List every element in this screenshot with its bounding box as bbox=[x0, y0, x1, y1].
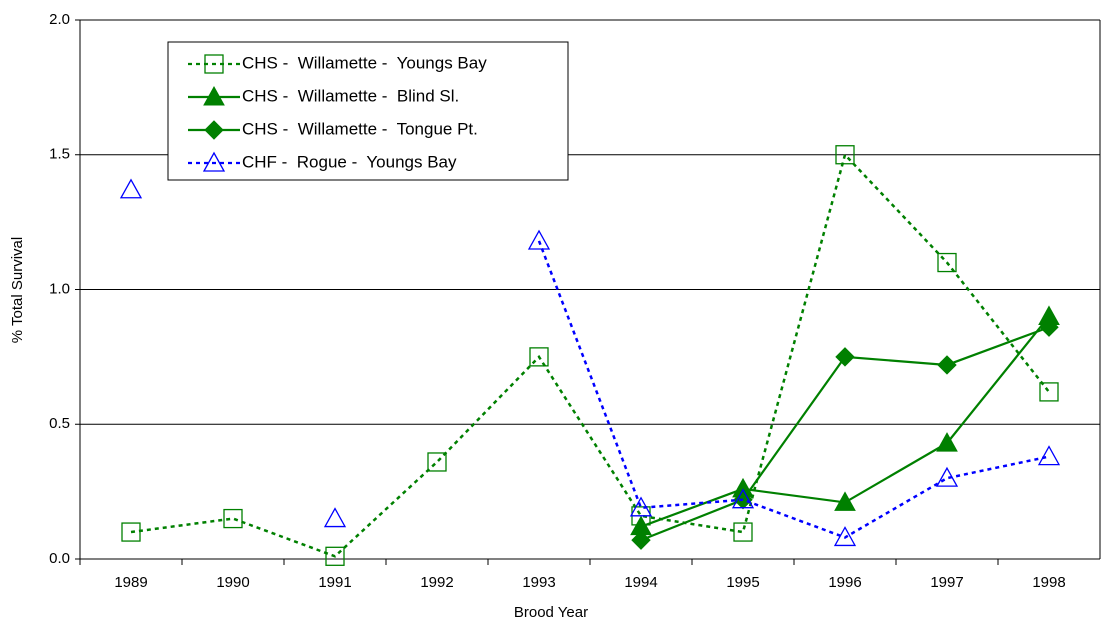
x-tick-label: 1992 bbox=[420, 574, 453, 591]
y-tick-label: 1.0 bbox=[49, 280, 70, 297]
y-axis-label: % Total Survival bbox=[9, 237, 26, 343]
x-tick-label: 1997 bbox=[930, 574, 963, 591]
point bbox=[529, 347, 549, 367]
point bbox=[629, 496, 653, 517]
point bbox=[119, 178, 143, 199]
legend-marker bbox=[203, 85, 225, 106]
x-tick-label: 1995 bbox=[726, 574, 759, 591]
x-tick-label: 1989 bbox=[114, 574, 147, 591]
point bbox=[935, 466, 959, 487]
series bbox=[631, 317, 1059, 550]
x-tick-label: 1994 bbox=[624, 574, 657, 591]
series bbox=[630, 305, 1060, 536]
y-tick-label: 0.0 bbox=[49, 550, 70, 567]
point bbox=[835, 347, 855, 367]
legend: CHS - Willamette - Youngs Bay CHS - Willa… bbox=[167, 41, 569, 181]
legend-marker bbox=[204, 54, 224, 74]
point bbox=[937, 355, 957, 375]
point bbox=[527, 229, 551, 250]
point bbox=[1039, 382, 1059, 402]
legend-label: CHF - Rogue - Youngs Bay bbox=[242, 152, 457, 171]
x-tick-label: 1996 bbox=[828, 574, 861, 591]
legend-label: CHS - Willamette - Tongue Pt. bbox=[242, 119, 478, 138]
point bbox=[733, 522, 753, 542]
legend-box bbox=[167, 41, 569, 181]
series-line bbox=[537, 240, 1050, 539]
point bbox=[323, 507, 347, 528]
point bbox=[427, 452, 447, 472]
point bbox=[936, 432, 958, 452]
y-tick-label: 0.5 bbox=[49, 415, 70, 432]
y-tick-label: 2.0 bbox=[49, 11, 70, 28]
x-tick-label: 1998 bbox=[1032, 574, 1065, 591]
point bbox=[835, 145, 855, 165]
legend-label: CHS - Willamette - Youngs Bay bbox=[242, 53, 487, 72]
point bbox=[1037, 445, 1061, 466]
point bbox=[223, 508, 243, 529]
point bbox=[731, 488, 755, 509]
legend-marker bbox=[202, 151, 226, 172]
point bbox=[937, 252, 957, 273]
point bbox=[834, 491, 856, 511]
point bbox=[1039, 317, 1059, 337]
point bbox=[833, 526, 857, 547]
series bbox=[119, 178, 1061, 547]
x-tick-label: 1993 bbox=[522, 574, 555, 591]
x-axis-label: Brood Year bbox=[514, 604, 588, 621]
series bbox=[121, 145, 1059, 566]
point bbox=[121, 522, 141, 542]
legend-marker bbox=[204, 120, 224, 140]
y-tick-label: 1.5 bbox=[49, 146, 70, 163]
legend-label: CHS - Willamette - Blind Sl. bbox=[242, 86, 459, 105]
x-tick-label: 1990 bbox=[216, 574, 249, 591]
x-tick-label: 1991 bbox=[318, 574, 351, 591]
point bbox=[325, 546, 345, 566]
series-line bbox=[130, 152, 1050, 558]
point bbox=[631, 530, 651, 550]
